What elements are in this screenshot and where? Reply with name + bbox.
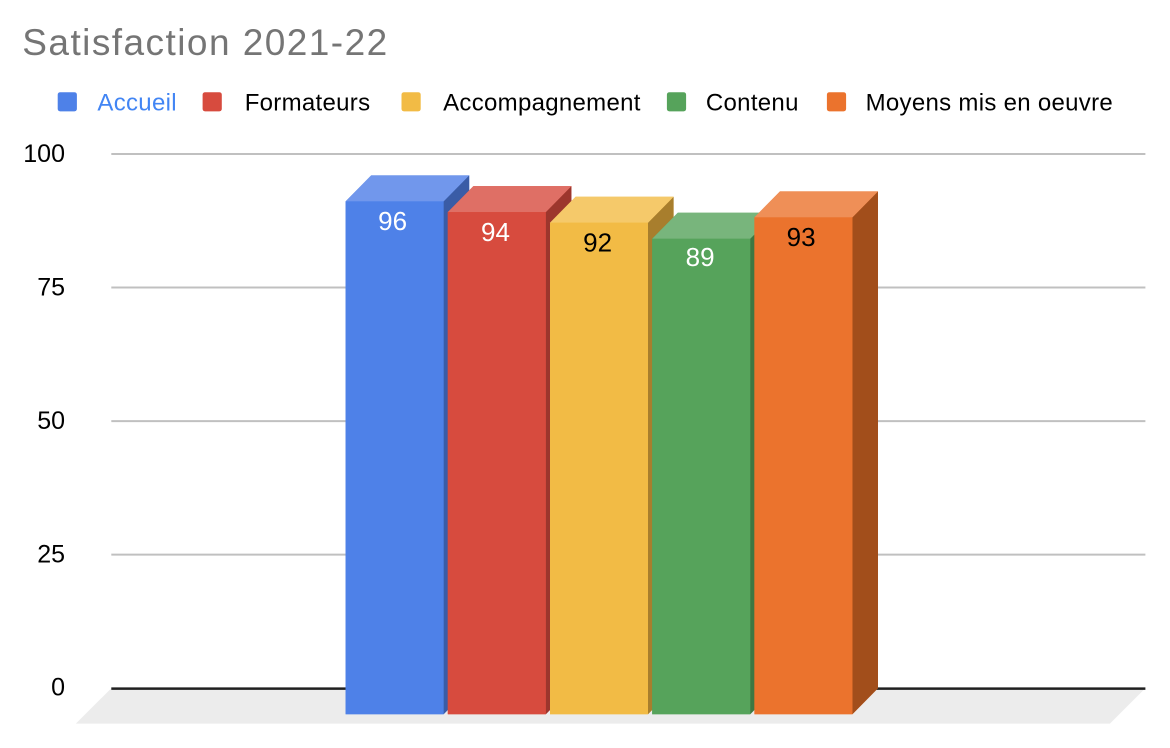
svg-text:Contenu: Contenu [706, 90, 799, 117]
svg-text:Accueil: Accueil [97, 90, 176, 117]
svg-text:Satisfaction 2021-22: Satisfaction 2021-22 [22, 22, 388, 63]
svg-text:25: 25 [37, 541, 65, 569]
svg-text:89: 89 [686, 242, 715, 272]
svg-text:50: 50 [37, 407, 65, 435]
svg-text:96: 96 [378, 206, 407, 236]
svg-text:75: 75 [37, 274, 65, 302]
svg-text:0: 0 [51, 674, 65, 702]
svg-text:Moyens mis en oeuvre: Moyens mis en oeuvre [866, 90, 1113, 117]
svg-text:100: 100 [23, 140, 65, 168]
svg-text:Formateurs: Formateurs [245, 90, 371, 117]
svg-text:92: 92 [583, 228, 612, 258]
svg-text:93: 93 [787, 222, 816, 252]
svg-text:Accompagnement: Accompagnement [443, 90, 641, 117]
svg-text:94: 94 [481, 217, 510, 247]
